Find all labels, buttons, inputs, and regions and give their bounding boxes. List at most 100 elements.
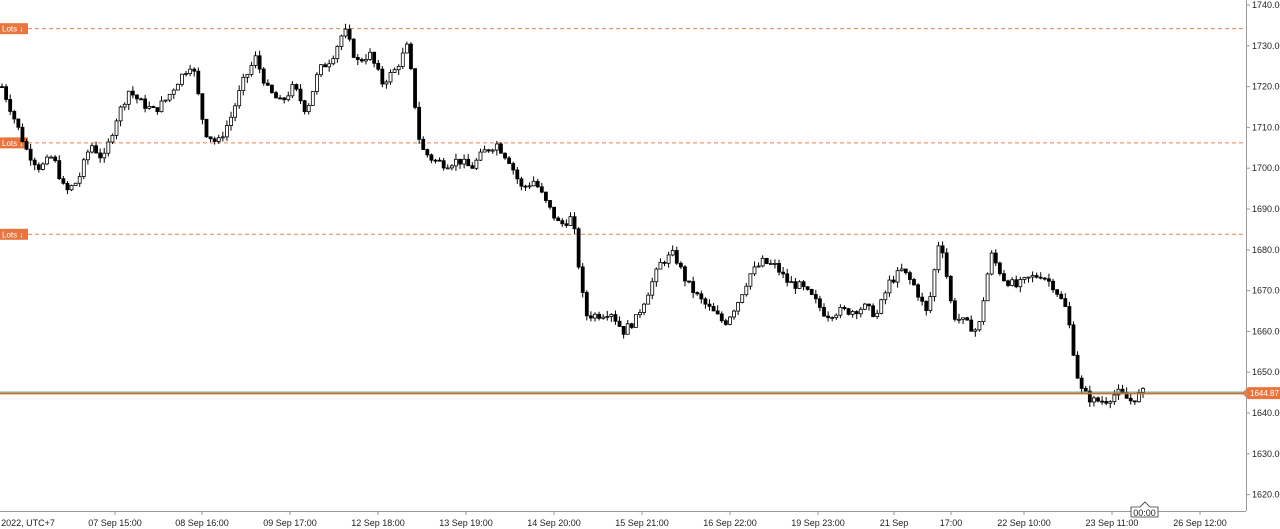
candle (216, 134, 221, 144)
candle (151, 105, 156, 108)
candle (674, 246, 679, 265)
candle (1092, 395, 1096, 407)
candle (756, 262, 761, 268)
current-price-badge (1242, 387, 1280, 400)
candle (527, 182, 532, 190)
candle (1042, 277, 1047, 281)
lots-badge[interactable] (0, 228, 28, 240)
candle (703, 297, 708, 309)
candle (883, 290, 888, 305)
candle (314, 72, 319, 95)
candle (834, 313, 839, 321)
time-marker[interactable]: 00:00 (1130, 501, 1159, 518)
candle (977, 321, 982, 332)
time-axis[interactable]: 2022, UTC+7 07 Sep 15:00 08 Sep 16:00 09 Se… (0, 501, 1246, 528)
candle (409, 42, 413, 71)
candle (752, 261, 757, 277)
candle (523, 184, 528, 192)
candle (1047, 273, 1051, 287)
time-tick-label: 23 Sep 11:00 (1086, 518, 1139, 528)
candle (613, 310, 618, 325)
lots-badge[interactable] (0, 137, 28, 149)
candle (711, 302, 716, 312)
candle (1104, 397, 1109, 406)
candle (441, 157, 446, 171)
candle (49, 155, 53, 159)
candle (61, 175, 66, 185)
candle (413, 68, 417, 110)
candle (253, 51, 258, 69)
candlesticks (0, 23, 1145, 409)
candle (544, 191, 548, 204)
candle (257, 50, 262, 74)
candle (564, 219, 569, 228)
candle (212, 136, 217, 145)
candle (98, 148, 103, 163)
price-tick-label: 1670.00 (1252, 286, 1280, 296)
candle (319, 64, 323, 78)
candle (650, 277, 655, 300)
candle (208, 136, 213, 143)
candle (53, 155, 58, 163)
candle (1055, 288, 1060, 298)
candle (118, 105, 123, 127)
candle (1026, 276, 1031, 283)
candle (842, 305, 847, 311)
candle (458, 158, 462, 169)
current-price-lines: 1644.87 (0, 387, 1280, 400)
price-axis[interactable]: 1740.00 1730.00 1720.00 1710.00 1700.00 1690.… (1246, 0, 1280, 511)
lots-badge[interactable] (0, 23, 28, 35)
candle (339, 34, 344, 51)
candle (286, 91, 291, 102)
candle (952, 298, 957, 322)
candle (773, 259, 777, 269)
candle (220, 131, 225, 142)
candle (903, 268, 908, 275)
candle (1006, 279, 1010, 288)
candle (662, 260, 667, 267)
candle (0, 83, 4, 88)
candle (462, 154, 467, 169)
candle (1087, 385, 1092, 407)
candle (1063, 293, 1068, 308)
candle (380, 65, 385, 88)
candle (826, 311, 831, 322)
candle (895, 267, 900, 288)
candle (28, 143, 33, 166)
candle (576, 227, 581, 270)
candle (188, 64, 193, 77)
candle (1022, 276, 1027, 284)
candle (114, 118, 119, 140)
candle (944, 248, 949, 279)
time-tick-label: 2022, UTC+7 (1, 518, 55, 528)
candle (274, 90, 278, 99)
candle (1132, 400, 1137, 405)
candle (486, 149, 491, 153)
candle (470, 162, 475, 169)
candle (507, 156, 512, 165)
candle (764, 257, 769, 265)
candle (568, 212, 573, 226)
candle (445, 164, 450, 170)
candle (310, 91, 315, 106)
candle (331, 55, 336, 66)
candle (818, 295, 822, 312)
candle (294, 83, 299, 92)
candle (678, 261, 683, 270)
candle (175, 83, 180, 91)
candle (482, 145, 487, 153)
candle (638, 309, 642, 319)
candle (535, 178, 540, 189)
candle (388, 69, 393, 85)
candle (822, 303, 826, 317)
candle (580, 263, 585, 298)
price-tick-label: 1620.00 (1252, 490, 1280, 500)
candle (163, 99, 168, 103)
price-tick-label: 1630.00 (1252, 449, 1280, 459)
candle (143, 94, 148, 113)
lots-badge-label: Lots ↓ (2, 25, 23, 34)
candle (1108, 400, 1113, 409)
candle (73, 182, 78, 186)
time-tick-label: 22 Sep 10:00 (997, 518, 1051, 528)
